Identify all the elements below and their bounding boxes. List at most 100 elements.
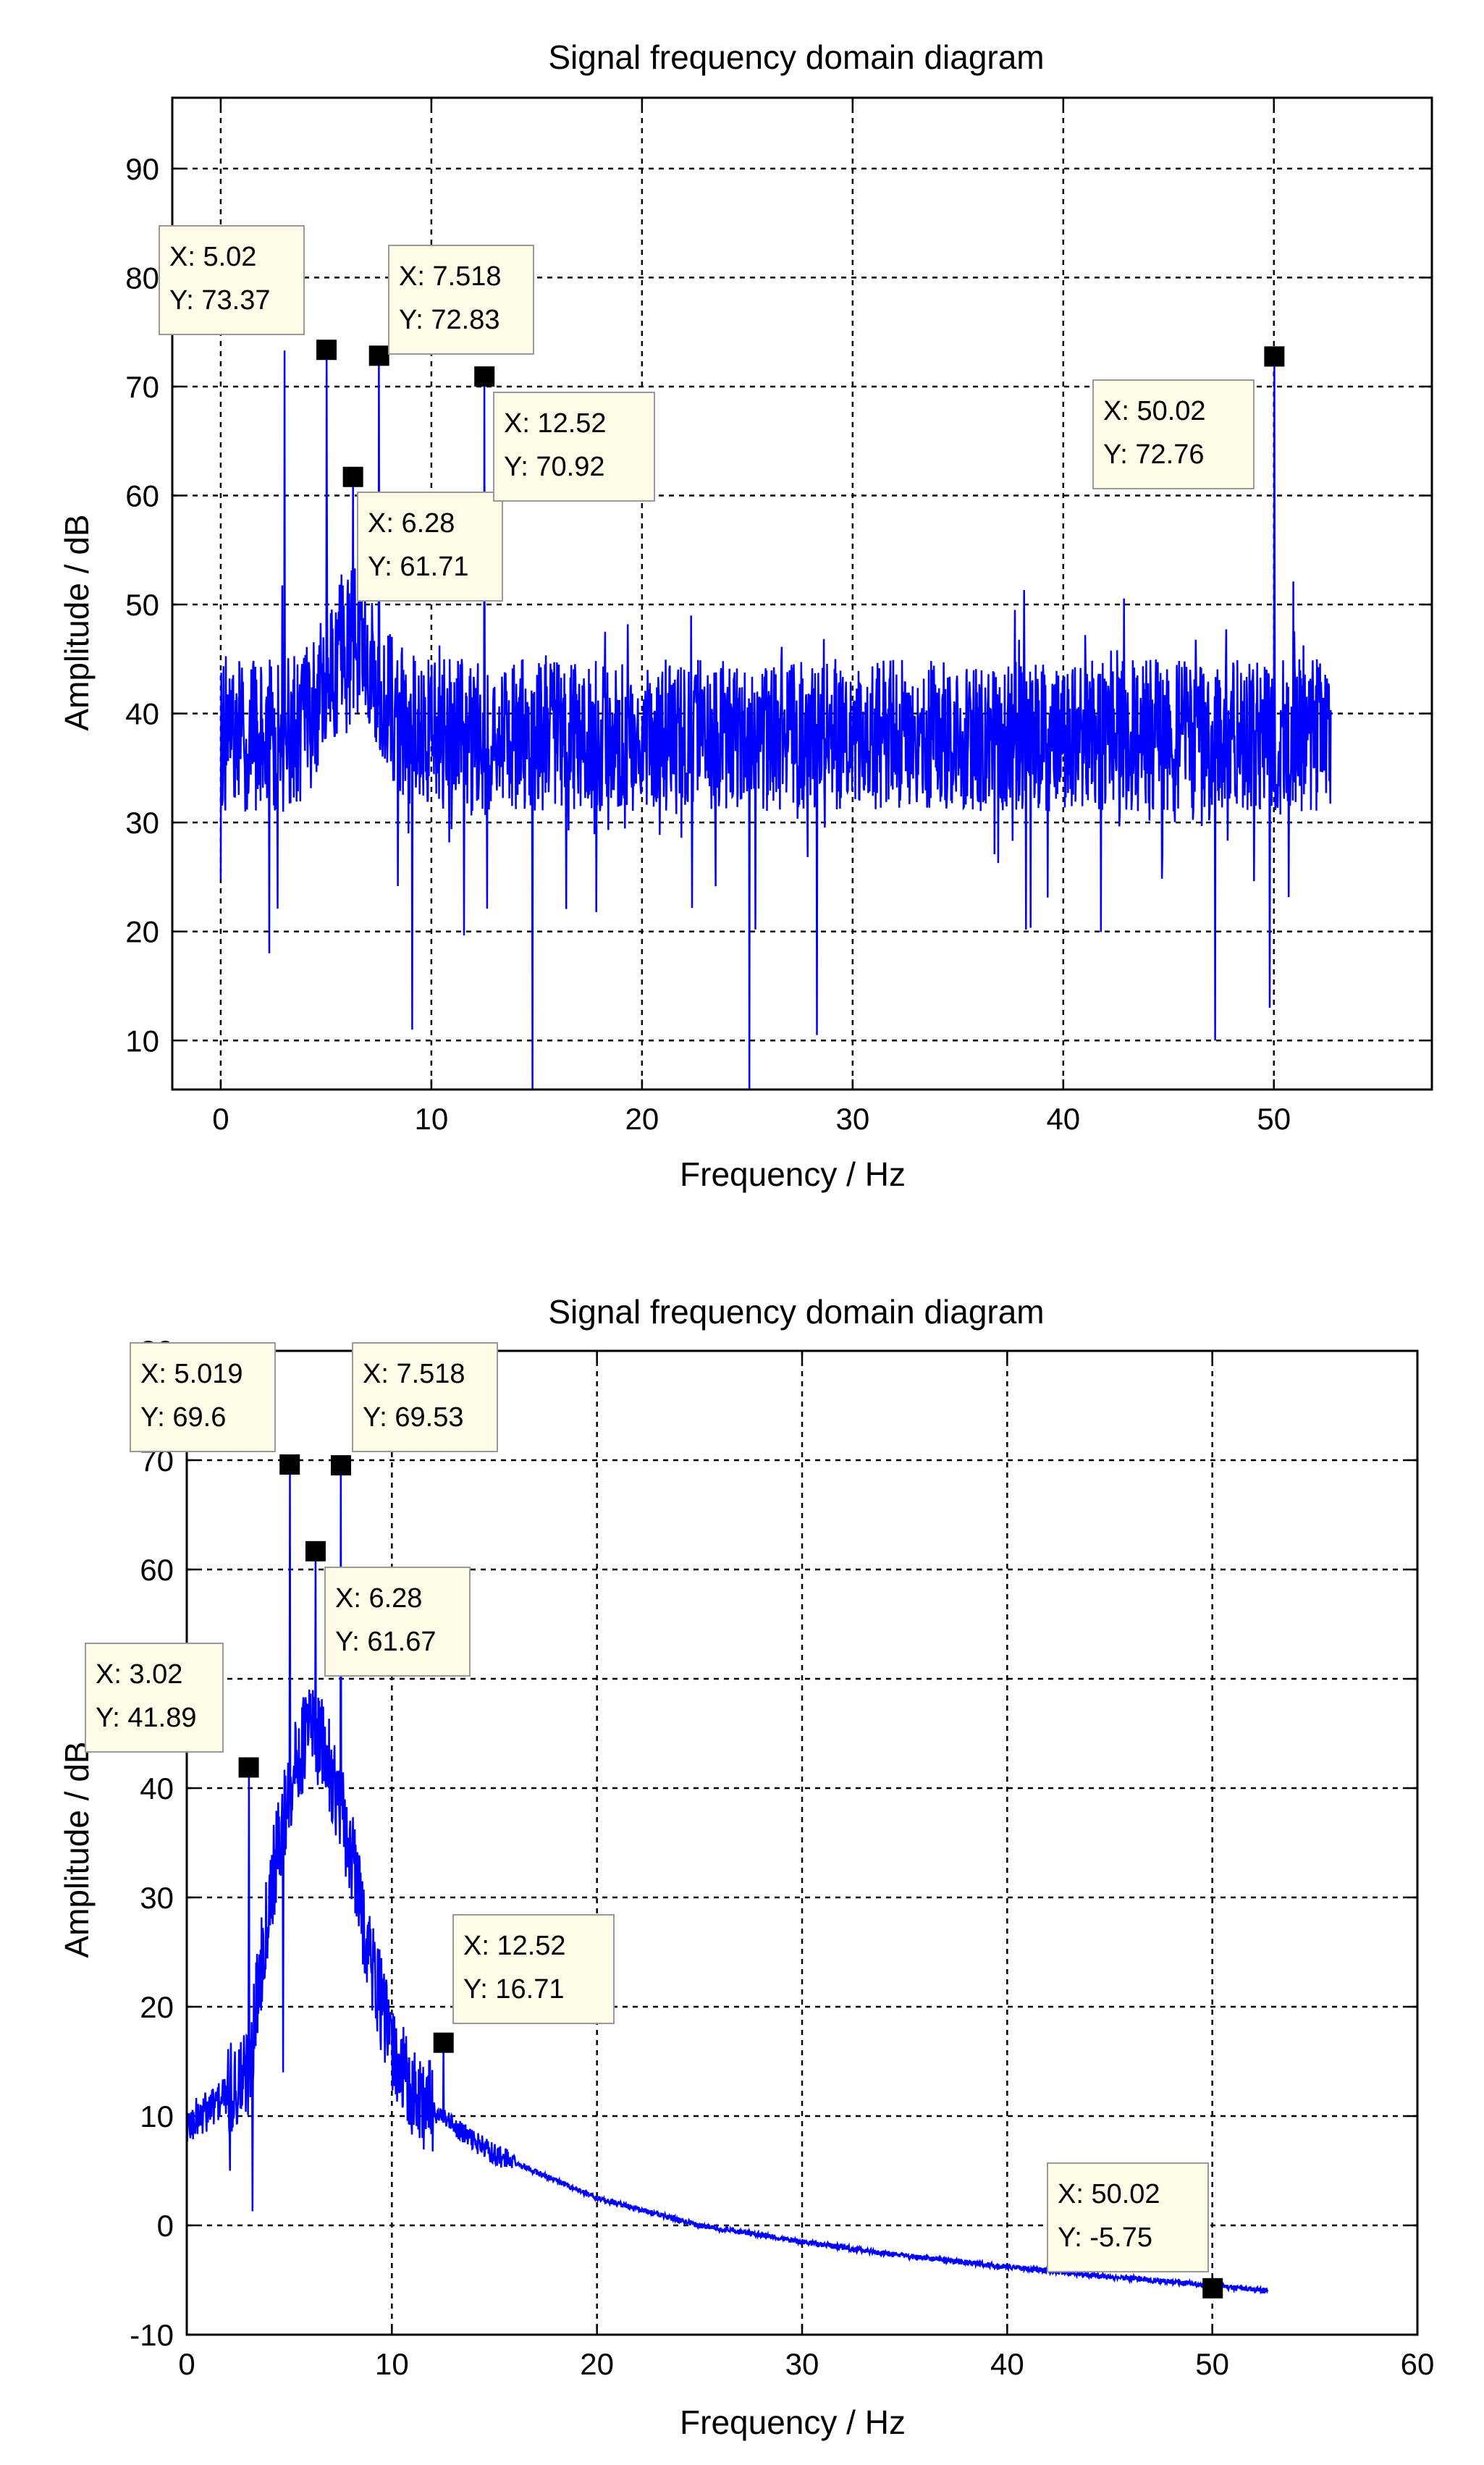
x-tick-label: 30 — [785, 2347, 819, 2381]
datatip-box — [452, 1914, 615, 2024]
datatip-y-label: Y: 72.76 — [1103, 439, 1204, 470]
y-tick-label: 20 — [140, 1990, 174, 2024]
datatip[interactable]: X: 12.52 Y: 70.92 — [474, 366, 655, 502]
datatip-x-label: X: 50.02 — [1103, 396, 1206, 426]
datatip-y-label: Y: 73.37 — [169, 285, 270, 316]
datatip[interactable]: X: 3.02 Y: 41.89 — [85, 1643, 259, 1778]
datatip[interactable]: X: 6.28 Y: 61.71 — [342, 466, 503, 602]
y-tick-label: 30 — [125, 806, 159, 840]
datatip-x-label: X: 7.518 — [399, 261, 502, 292]
datatip-marker[interactable] — [1264, 346, 1285, 367]
datatip[interactable]: X: 12.52 Y: 16.71 — [433, 1914, 615, 2053]
datatip-y-label: Y: 16.71 — [463, 1974, 564, 2005]
datatip-y-label: Y: 70.92 — [504, 452, 604, 482]
datatip[interactable]: X: 5.019 Y: 69.6 — [130, 1342, 300, 1475]
y-tick-label: 40 — [140, 1771, 174, 1805]
datatip-marker[interactable] — [238, 1757, 259, 1778]
datatip-y-label: Y: 41.89 — [96, 1703, 196, 1733]
y-tick-label: 0 — [157, 2209, 174, 2243]
datatip-y-label: Y: 69.53 — [363, 1402, 463, 1433]
grid — [187, 1351, 1417, 2335]
bottom-spectrum-chart: Signal frequency domain diagram Frequenc… — [58, 1293, 1434, 2441]
y-tick-label: 40 — [125, 697, 159, 731]
datatip-marker[interactable] — [368, 345, 389, 366]
datatip-box — [493, 392, 655, 502]
y-axis-label: Amplitude / dB — [58, 1741, 96, 1958]
tick-labels: 0 10 20 30 40 50 10 20 30 40 50 60 70 80 90 — [125, 98, 1432, 1136]
datatip-x-label: X: 7.518 — [363, 1359, 465, 1389]
datatip[interactable]: X: 50.02 Y: 72.76 — [1092, 346, 1285, 489]
y-tick-label: 30 — [140, 1881, 174, 1915]
x-tick-label: 40 — [1046, 1102, 1080, 1136]
datatip-x-label: X: 6.28 — [335, 1583, 422, 1614]
x-tick-label: 10 — [415, 1102, 449, 1136]
datatip-marker[interactable] — [279, 1454, 300, 1475]
plot-area-frame — [171, 96, 1433, 1091]
plot-area-frame — [185, 1349, 1419, 2336]
x-tick-label: 0 — [178, 2347, 195, 2381]
datatip-box — [159, 225, 305, 335]
datatip-y-label: Y: 61.71 — [368, 552, 468, 582]
datatip-x-label: X: 6.28 — [368, 508, 455, 539]
datatip[interactable]: X: 50.02 Y: -5.75 — [1047, 2162, 1223, 2298]
datatip-y-label: Y: 61.67 — [335, 1627, 436, 1657]
x-tick-label: 20 — [580, 2347, 614, 2381]
x-axis-label: Frequency / Hz — [680, 2403, 906, 2441]
x-tick-label: 40 — [990, 2347, 1024, 2381]
y-tick-label: 20 — [125, 915, 159, 949]
y-tick-label: 60 — [140, 1553, 174, 1587]
datatip-box — [1092, 379, 1255, 489]
datatip[interactable]: X: 5.02 Y: 73.37 — [159, 225, 337, 361]
x-axis-label: Frequency / Hz — [680, 1155, 906, 1193]
datatip-marker[interactable] — [316, 340, 337, 361]
datatip-box — [85, 1643, 224, 1753]
x-tick-label: 20 — [625, 1102, 659, 1136]
datatip-y-label: Y: -5.75 — [1058, 2222, 1152, 2253]
y-tick-label: 90 — [125, 152, 159, 186]
x-tick-label: 0 — [212, 1102, 229, 1136]
datatip-marker[interactable] — [1202, 2278, 1223, 2298]
spectrum-line — [219, 350, 1332, 1090]
y-tick-label: 60 — [125, 479, 159, 513]
datatip-x-label: X: 5.02 — [169, 242, 256, 272]
y-axis-label: Amplitude / dB — [58, 514, 96, 730]
datatip-y-label: Y: 72.83 — [399, 305, 499, 335]
x-tick-label: 30 — [835, 1102, 869, 1136]
datatip-box — [130, 1342, 276, 1452]
datatip-x-label: X: 5.019 — [140, 1359, 243, 1389]
x-tick-label: 50 — [1257, 1102, 1291, 1136]
datatip-box — [1047, 2162, 1209, 2272]
datatip-x-label: X: 12.52 — [504, 408, 607, 439]
datatip[interactable]: X: 7.518 Y: 69.53 — [331, 1342, 498, 1476]
x-tick-label: 60 — [1401, 2347, 1435, 2381]
datatip-box — [357, 492, 503, 602]
x-tick-label: 10 — [375, 2347, 409, 2381]
datatip-box — [324, 1567, 471, 1677]
y-tick-label: 10 — [140, 2099, 174, 2133]
datatip-marker[interactable] — [433, 2032, 454, 2053]
top-spectrum-chart: Signal frequency domain diagram Frequenc… — [58, 38, 1433, 1193]
datatip-marker[interactable] — [474, 366, 495, 387]
y-tick-label: 10 — [125, 1024, 159, 1058]
datatip-marker[interactable] — [331, 1455, 352, 1476]
datatip-x-label: X: 50.02 — [1058, 2179, 1160, 2209]
datatip-x-label: X: 3.02 — [96, 1659, 182, 1690]
y-tick-label: 80 — [125, 261, 159, 295]
spectrum-line — [185, 1464, 1269, 2295]
datatip-x-label: X: 12.52 — [463, 1931, 566, 1961]
chart-title: Signal frequency domain diagram — [548, 38, 1044, 76]
datatip-marker[interactable] — [305, 1541, 326, 1562]
datatip[interactable]: X: 6.28 Y: 61.67 — [305, 1541, 471, 1677]
datatip-box — [388, 245, 534, 355]
x-tick-label: 50 — [1195, 2347, 1229, 2381]
datatip-box — [352, 1342, 498, 1452]
datatip[interactable]: X: 7.518 Y: 72.83 — [368, 245, 534, 366]
datatip-y-label: Y: 69.6 — [140, 1402, 226, 1433]
y-tick-label: 50 — [125, 588, 159, 622]
y-tick-label: 70 — [125, 370, 159, 404]
y-tick-label: -10 — [130, 2318, 174, 2352]
chart-title: Signal frequency domain diagram — [548, 1293, 1044, 1331]
datatip-marker[interactable] — [342, 466, 363, 487]
